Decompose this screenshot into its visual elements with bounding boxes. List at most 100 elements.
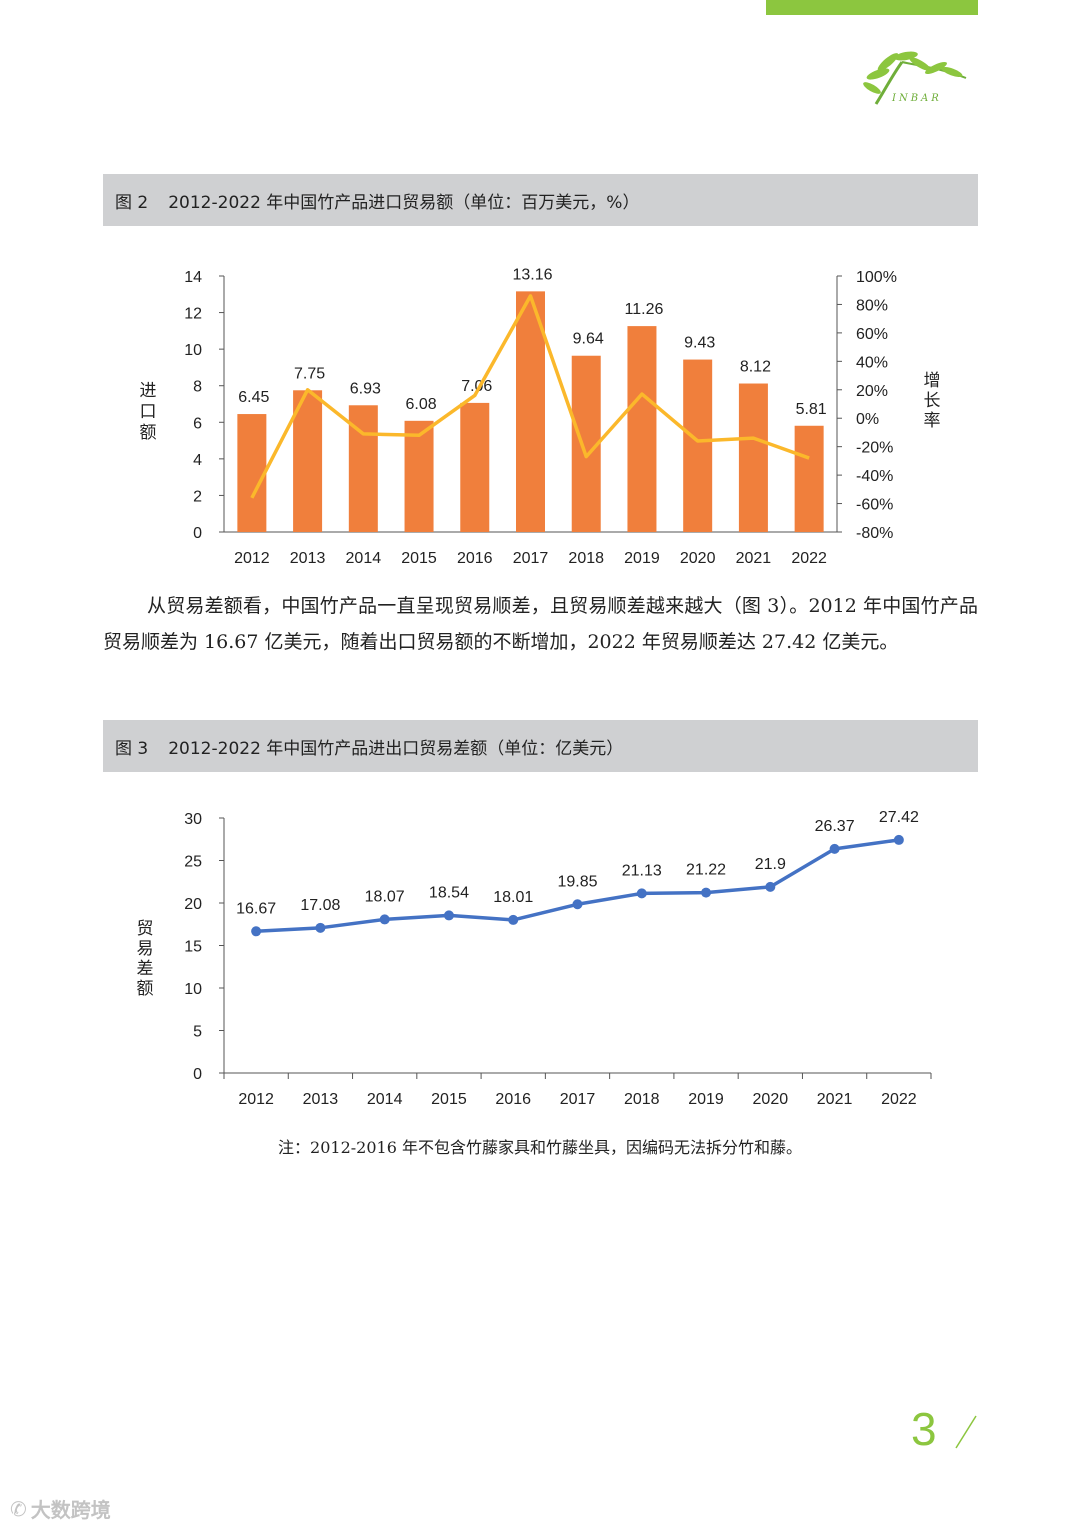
bar xyxy=(738,383,768,532)
x-tick-label: 2016 xyxy=(457,550,493,567)
data-point xyxy=(443,910,454,921)
y-tick-label: 0 xyxy=(193,1066,202,1083)
bar-value-label: 11.26 xyxy=(625,301,664,318)
x-tick-label: 2015 xyxy=(401,550,437,567)
x-tick-label: 2017 xyxy=(560,1091,596,1108)
page-slash-decoration xyxy=(955,1415,977,1449)
figure3-title: 2012-2022 年中国竹产品进出口贸易差额（单位：亿美元） xyxy=(168,738,624,759)
bar-value-label: 13.16 xyxy=(512,266,552,283)
page-number: 3 xyxy=(911,1403,937,1455)
bar-value-label: 6.93 xyxy=(350,380,381,397)
y-tick-label: 6 xyxy=(193,415,202,432)
y-tick-label: 4 xyxy=(193,452,202,469)
data-point xyxy=(251,926,262,937)
y2-tick-label: 60% xyxy=(856,326,888,343)
x-tick-label: 2019 xyxy=(688,1091,724,1108)
bar xyxy=(627,326,657,532)
inbar-bamboo-logo xyxy=(863,51,967,105)
y-axis-title-char: 额 xyxy=(137,979,154,998)
y2-axis-title-char: 增 xyxy=(924,371,941,390)
figure3-header: 图 3 2012-2022 年中国竹产品进出口贸易差额（单位：亿美元） xyxy=(103,720,978,772)
x-tick-label: 2020 xyxy=(680,550,716,567)
y2-tick-label: 40% xyxy=(856,354,888,371)
point-value-label: 16.67 xyxy=(236,900,276,917)
y-tick-label: 15 xyxy=(184,939,202,956)
y2-tick-label: 80% xyxy=(856,297,888,314)
data-point xyxy=(315,922,326,933)
x-tick-label: 2014 xyxy=(346,550,382,567)
x-tick-label: 2022 xyxy=(791,550,827,567)
x-tick-label: 2022 xyxy=(881,1091,917,1108)
data-point xyxy=(508,914,519,925)
data-point xyxy=(636,888,647,899)
bar xyxy=(348,405,378,532)
point-value-label: 21.13 xyxy=(622,862,662,879)
point-value-label: 18.01 xyxy=(493,889,533,906)
logo-text: INBAR xyxy=(892,93,942,104)
y-tick-label: 30 xyxy=(184,811,202,828)
y2-axis-title-char: 率 xyxy=(924,411,941,430)
bar-value-label: 7.75 xyxy=(294,365,325,382)
bar-value-label: 5.81 xyxy=(796,401,827,418)
watermark-text: 大数跨境 xyxy=(30,1498,111,1522)
point-value-label: 21.9 xyxy=(755,856,786,873)
y2-tick-label: -40% xyxy=(856,468,893,485)
y-tick-label: 20 xyxy=(184,896,202,913)
point-value-label: 21.22 xyxy=(686,862,726,879)
y2-tick-label: -60% xyxy=(856,497,893,514)
x-tick-label: 2013 xyxy=(303,1091,339,1108)
bar xyxy=(516,291,545,532)
body-paragraph: 从贸易差额看，中国竹产品一直呈现贸易顺差，且贸易顺差越来越大（图 3）。2012… xyxy=(103,588,978,660)
y-tick-label: 14 xyxy=(184,269,202,286)
x-tick-label: 2014 xyxy=(367,1091,403,1108)
data-point xyxy=(572,899,583,910)
y-axis-title-char: 易 xyxy=(137,939,154,958)
y-tick-label: 12 xyxy=(184,306,202,323)
y-tick-label: 8 xyxy=(193,379,202,396)
y-axis-title-char: 差 xyxy=(137,959,154,978)
x-tick-label: 2021 xyxy=(817,1091,853,1108)
y2-tick-label: 20% xyxy=(856,383,888,400)
figure2-title: 2012-2022 年中国竹产品进口贸易额（单位：百万美元，%） xyxy=(168,192,640,213)
growth-rate-line xyxy=(250,294,810,499)
watermark-icon: ✆ xyxy=(10,1496,27,1521)
data-point xyxy=(765,881,776,892)
bar xyxy=(237,414,267,532)
x-tick-label: 2017 xyxy=(513,550,549,567)
y-tick-label: 10 xyxy=(184,342,202,359)
paragraph-text: 从贸易差额看，中国竹产品一直呈现贸易顺差，且贸易顺差越来越大（图 3）。2012… xyxy=(103,595,978,653)
x-tick-label: 2021 xyxy=(736,550,772,567)
bar xyxy=(460,402,490,532)
bar xyxy=(683,359,713,532)
y-tick-label: 25 xyxy=(184,854,202,871)
data-point xyxy=(829,843,840,854)
y-tick-label: 5 xyxy=(193,1024,202,1041)
y2-tick-label: -20% xyxy=(856,440,893,457)
x-tick-label: 2012 xyxy=(238,1091,274,1108)
y-axis-title-char: 贸 xyxy=(137,919,154,938)
bar xyxy=(571,355,601,532)
figure-note: 注：2012-2016 年不包含竹藤家具和竹藤坐具，因编码无法拆分竹和藤。 xyxy=(278,1138,802,1157)
x-tick-label: 2020 xyxy=(753,1091,789,1108)
bar xyxy=(794,425,824,532)
trade-balance-line xyxy=(256,838,900,934)
x-tick-label: 2018 xyxy=(624,1091,660,1108)
bamboo-stem xyxy=(874,61,904,105)
y2-tick-label: -80% xyxy=(856,525,893,542)
bar xyxy=(293,390,323,532)
bar xyxy=(404,420,434,532)
x-tick-label: 2019 xyxy=(624,550,660,567)
bar-value-label: 9.43 xyxy=(684,335,715,352)
x-tick-label: 2018 xyxy=(568,550,604,567)
bar-value-label: 9.64 xyxy=(573,331,604,348)
x-tick-label: 2012 xyxy=(234,550,270,567)
bar-value-label: 7.06 xyxy=(461,378,492,395)
y2-axis-title-char: 长 xyxy=(924,391,941,410)
point-value-label: 27.42 xyxy=(879,809,919,826)
y-axis-title-char: 额 xyxy=(140,423,157,442)
y-tick-label: 2 xyxy=(193,488,202,505)
y-axis-title-char: 进 xyxy=(140,381,157,400)
point-value-label: 26.37 xyxy=(815,818,855,835)
point-value-label: 18.54 xyxy=(429,884,469,901)
bar-value-label: 8.12 xyxy=(740,359,771,376)
